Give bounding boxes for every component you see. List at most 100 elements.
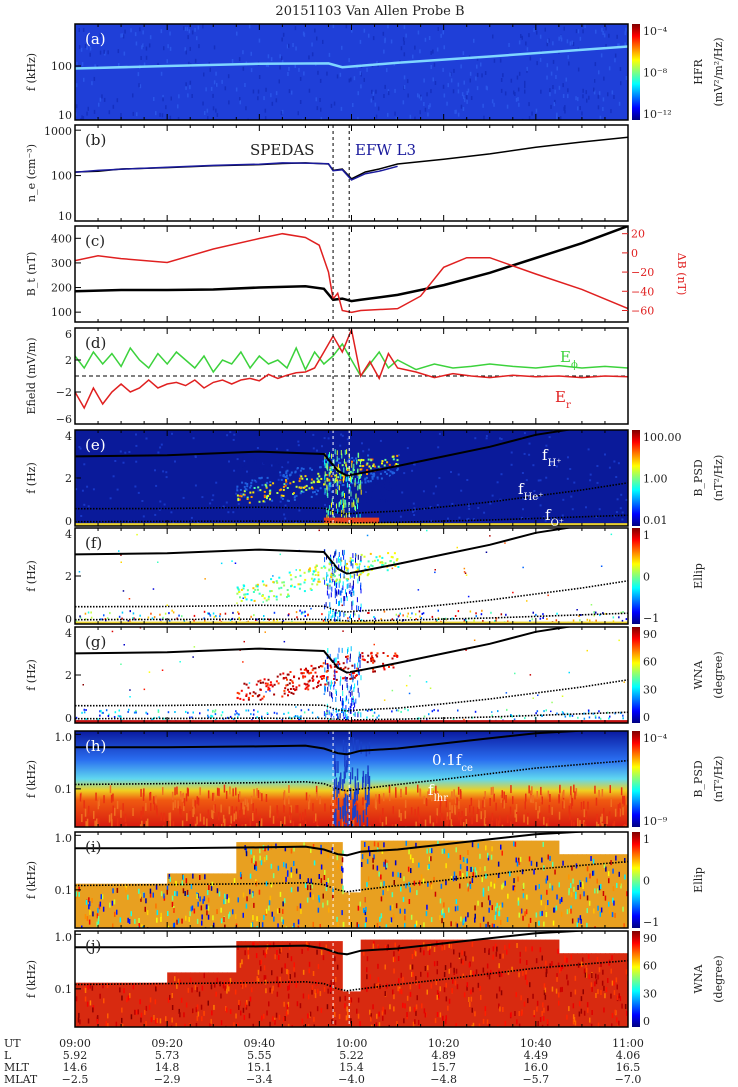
spectrogram-pixel: [586, 866, 589, 872]
spectrogram-column: [489, 840, 495, 928]
spectrogram-pixel: [411, 469, 414, 472]
spectrogram-pixel: [585, 810, 588, 819]
spectrogram-pixel: [612, 616, 615, 619]
spectrogram-pixel: [89, 46, 92, 51]
spectrogram-pixel: [353, 590, 355, 596]
spectrogram-pixel: [344, 582, 346, 584]
spectrogram-pixel: [612, 823, 614, 827]
spectrogram-pixel: [343, 717, 345, 720]
spectrogram-pixel: [480, 62, 482, 67]
spectrogram-pixel: [82, 27, 85, 32]
spectrogram-pixel: [354, 702, 356, 708]
spectrogram-pixel: [517, 876, 519, 882]
spectrogram-pixel: [167, 711, 170, 714]
spectrogram-pixel: [308, 794, 311, 803]
spectrogram-pixel: [259, 679, 262, 682]
spectrogram-pixel: [258, 578, 260, 580]
spectrogram-pixel: [88, 919, 91, 925]
spectrogram-pixel: [453, 871, 456, 877]
spectrogram-pixel: [327, 681, 330, 684]
spectrogram-pixel: [288, 796, 290, 805]
spectrogram-pixel: [238, 498, 241, 501]
spectrogram-pixel: [262, 571, 264, 573]
spectrogram-pixel: [335, 589, 337, 595]
spectrogram-pixel: [394, 565, 397, 567]
y-axis-label: f (kHz): [25, 760, 38, 798]
spectrogram-pixel: [269, 690, 271, 692]
spectrogram-pixel: [331, 568, 333, 574]
spectrogram-pixel: [474, 437, 477, 440]
spectrogram-pixel: [256, 677, 258, 679]
spectrogram-pixel: [351, 664, 354, 667]
spectrogram-pixel: [120, 715, 122, 718]
spectrogram-pixel: [242, 493, 245, 496]
spectrogram-pixel: [500, 78, 503, 82]
spectrogram-pixel: [343, 771, 346, 784]
spectrogram-pixel: [379, 596, 381, 598]
spectrogram-pixel: [171, 791, 174, 800]
spectrogram-pixel: [588, 95, 590, 100]
spectrogram-pixel: [558, 85, 561, 90]
spectrogram-column: [337, 842, 343, 928]
spectrogram-pixel: [322, 619, 325, 622]
spectrogram-pixel: [213, 792, 215, 801]
spectrogram-pixel: [351, 878, 353, 883]
spectrogram-column: [84, 883, 90, 928]
spectrogram-pixel: [312, 433, 315, 436]
spectrogram-pixel: [558, 811, 561, 820]
spectrogram-pixel: [560, 35, 562, 40]
panel-letter: (g): [85, 633, 106, 651]
spectrogram-pixel: [568, 890, 570, 896]
spectrogram-pixel: [359, 468, 362, 471]
spectrogram-pixel: [403, 25, 406, 30]
spectrogram-pixel: [296, 555, 298, 557]
spectrogram-pixel: [250, 496, 253, 498]
spectrogram-pixel: [467, 850, 469, 855]
spectrogram-pixel: [246, 658, 248, 660]
spectrogram-pixel: [344, 803, 346, 816]
spectrogram-pixel: [546, 618, 548, 620]
spectrogram-pixel: [201, 496, 204, 499]
spectrogram-pixel: [400, 813, 402, 821]
spectrogram-pixel: [106, 858, 108, 863]
spectrogram-pixel: [510, 785, 512, 794]
spectrogram-pixel: [344, 712, 346, 718]
spectrogram-pixel: [373, 695, 375, 697]
y-axis-label: f (Hz): [25, 659, 38, 691]
spectrogram-pixel: [546, 819, 548, 827]
spectrogram-pixel: [247, 709, 250, 712]
spectrogram-pixel: [451, 791, 453, 800]
spectrogram-pixel: [293, 861, 295, 866]
spectrogram-pixel: [341, 604, 343, 607]
spectrogram-pixel: [237, 503, 240, 505]
spectrogram-pixel: [247, 686, 250, 689]
spectrogram-pixel: [240, 570, 242, 572]
spectrogram-pixel: [288, 43, 290, 48]
spectrogram-pixel: [324, 566, 327, 569]
spectrogram-pixel: [166, 885, 169, 891]
spectrogram-pixel: [328, 681, 330, 687]
spectrogram-pixel: [258, 500, 261, 503]
spectrogram-pixel: [537, 810, 539, 819]
spectrogram-pixel: [265, 685, 268, 688]
spectrogram-pixel: [341, 647, 343, 653]
spectrogram-pixel: [344, 493, 345, 498]
spectrogram-pixel: [546, 889, 548, 895]
spectrogram-pixel: [264, 669, 266, 671]
spectrogram-pixel: [491, 99, 494, 104]
spectrogram-pixel: [610, 109, 612, 114]
spectrogram-pixel: [219, 615, 221, 618]
spectrogram-pixel: [360, 588, 362, 594]
spectrogram-pixel: [236, 458, 239, 461]
spectrogram-pixel: [392, 666, 395, 669]
spectrogram-pixel: [286, 44, 289, 49]
spectrogram-pixel: [185, 861, 187, 866]
spectrogram-pixel: [465, 649, 467, 651]
spectrogram-pixel: [298, 509, 301, 512]
spectrogram-pixel: [78, 571, 81, 573]
spectrogram-pixel: [270, 658, 272, 660]
spectrogram-pixel: [436, 808, 438, 817]
spectrogram-pixel: [332, 612, 334, 618]
spectrogram-column: [365, 840, 371, 928]
spectrogram-pixel: [245, 709, 247, 712]
